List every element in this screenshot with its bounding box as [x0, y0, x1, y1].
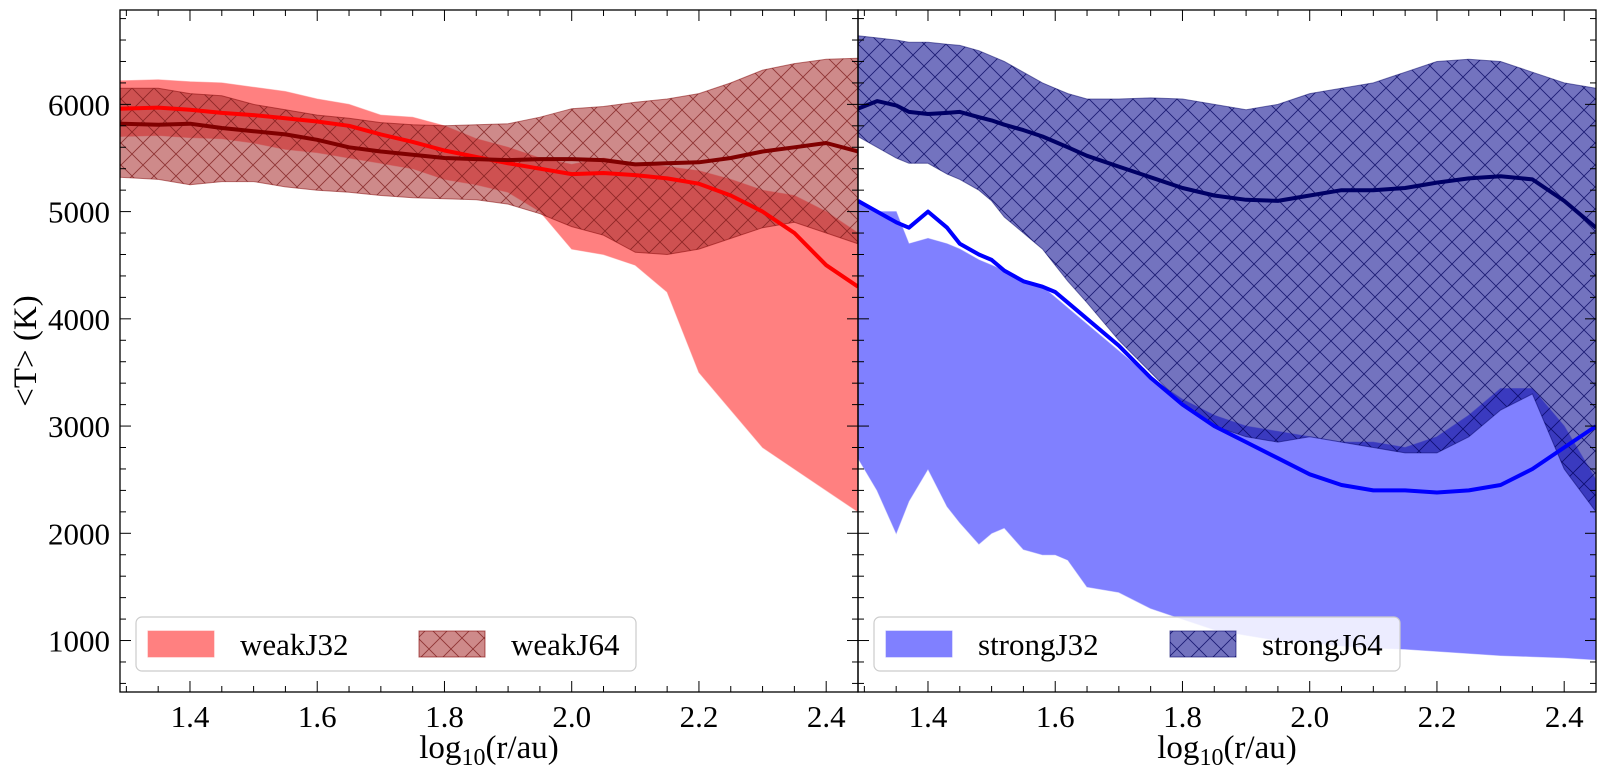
- y-axis-label: <T> (K): [8, 295, 44, 406]
- panel-left: [120, 57, 858, 513]
- weakJ32-legend-swatch: [147, 630, 215, 658]
- y-tick-label: 4000: [48, 302, 110, 337]
- left-legend: [135, 616, 637, 672]
- x-tick-label: 2.0: [552, 699, 591, 734]
- right-legend: [873, 616, 1401, 672]
- panel-right: [858, 35, 1596, 661]
- y-tick-label: 5000: [48, 195, 110, 230]
- weakJ64-legend-hatch: [419, 631, 485, 657]
- x-tick-label: 1.8: [1163, 699, 1202, 734]
- strongJ32-legend-swatch: [885, 630, 953, 658]
- legends: weakJ32 weakJ64 strongJ32 strongJ64: [135, 616, 1401, 672]
- x-axis-label-left: log10(r/au): [419, 730, 558, 771]
- x-tick-label: 2.4: [807, 699, 846, 734]
- strongJ32-mean-line: [858, 199, 1596, 495]
- y-tick-label: 6000: [48, 87, 110, 122]
- x-axis-label-right: log10(r/au): [1157, 730, 1296, 771]
- axis-frames: [119, 9, 1597, 693]
- x-tick-label: 2.4: [1545, 699, 1584, 734]
- x-tick-label: 1.4: [171, 699, 210, 734]
- strongJ64-legend-hatch: [1170, 631, 1236, 657]
- strongJ32-legend-label: strongJ32: [978, 627, 1099, 662]
- x-tick-label: 1.4: [909, 699, 948, 734]
- weakJ64-legend-label: weakJ64: [511, 627, 620, 662]
- x-tick-label: 1.8: [425, 699, 464, 734]
- strongJ64-mean-line: [858, 99, 1596, 230]
- x-tick-label: 1.6: [1036, 699, 1075, 734]
- weakJ64-band-hatch: [120, 58, 858, 255]
- y-tick-label: 3000: [48, 409, 110, 444]
- strongJ64-legend-label: strongJ64: [1262, 627, 1383, 662]
- x-tick-label: 2.2: [680, 699, 719, 734]
- x-tick-label: 2.0: [1290, 699, 1329, 734]
- right-axes-frame: [857, 9, 1597, 693]
- weakJ32-legend-label: weakJ32: [240, 627, 348, 662]
- axis-ticks: 1.4 1.6 1.8 2.0 2.2 2.4 1000 2000 3000 4000 5000 60…: [48, 10, 1597, 734]
- strongJ64-band-hatch: [858, 35, 1596, 512]
- x-tick-label: 2.2: [1418, 699, 1457, 734]
- y-tick-label: 1000: [48, 624, 110, 659]
- y-tick-label: 2000: [48, 516, 110, 551]
- x-tick-label: 1.6: [298, 699, 337, 734]
- weakJ64-mean-line: [120, 121, 858, 167]
